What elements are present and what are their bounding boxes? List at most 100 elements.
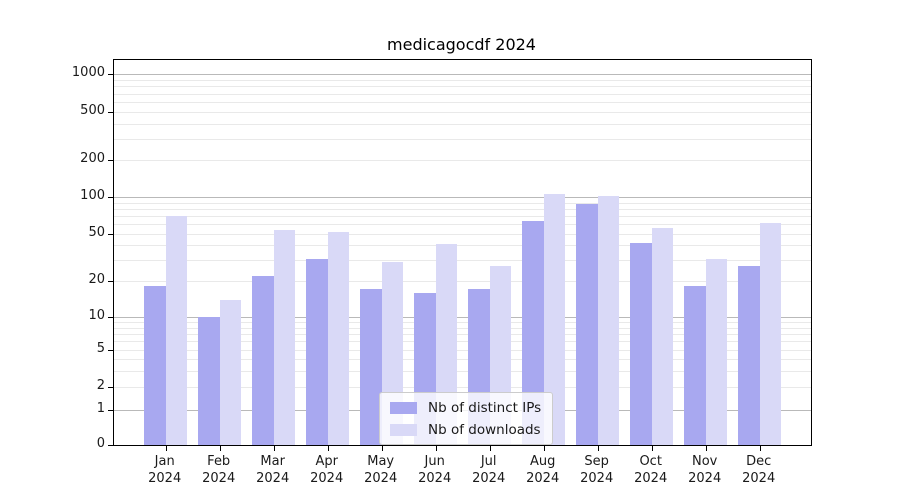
x-tick-may [381, 445, 383, 451]
gridline-1000 [114, 74, 811, 75]
y-tick-500 [108, 112, 114, 113]
x-tick-label-oct: Oct 2024 [634, 454, 668, 486]
x-tick-label-nov: Nov 2024 [688, 454, 722, 486]
x-tick-label-feb: Feb 2024 [202, 454, 236, 486]
bar-distinct-ips-feb [198, 317, 220, 445]
bar-distinct-ips-sep [576, 204, 598, 445]
y-tick-label-20: 20 [88, 272, 105, 287]
x-tick-label-dec: Dec 2024 [742, 454, 776, 486]
gridline-minor-500 [114, 112, 811, 113]
bar-distinct-ips-apr [306, 258, 328, 445]
gridline-minor-3 [114, 371, 811, 372]
y-tick-label-10: 10 [88, 308, 105, 323]
x-tick-label-apr: Apr 2024 [310, 454, 344, 486]
y-tick-1000 [108, 74, 114, 75]
y-tick-2 [108, 387, 114, 388]
bar-distinct-ips-mar [252, 276, 274, 445]
bar-downloads-dec [759, 223, 782, 445]
x-tick-nov [705, 445, 707, 451]
gridline-minor-9 [114, 322, 811, 323]
legend-swatch-distinct-ips [390, 401, 417, 414]
bar-distinct-ips-dec [738, 265, 760, 445]
y-tick-label-50: 50 [88, 225, 105, 240]
legend-swatch-downloads [390, 423, 417, 436]
gridline-minor-8 [114, 328, 811, 329]
gridline-minor-300 [114, 139, 811, 140]
x-tick-label-may: May 2024 [364, 454, 398, 486]
y-tick-5 [108, 350, 114, 351]
bar-downloads-feb [219, 299, 242, 445]
x-tick-label-jun: Jun 2024 [418, 454, 452, 486]
bar-downloads-nov [705, 258, 728, 445]
gridline-minor-4 [114, 359, 811, 360]
x-tick-label-mar: Mar 2024 [256, 454, 290, 486]
x-tick-jun [435, 445, 437, 451]
plot-area: Nb of distinct IPs Nb of downloads [108, 59, 812, 451]
gridline-minor-60 [114, 224, 811, 225]
x-tick-label-jan: Jan 2024 [148, 454, 182, 486]
gridline-minor-6 [114, 341, 811, 342]
x-tick-jan [165, 445, 167, 451]
gridline-minor-90 [114, 203, 811, 204]
gridline-minor-800 [114, 86, 811, 87]
y-tick-label-1: 1 [96, 401, 105, 416]
bar-distinct-ips-aug [522, 220, 544, 445]
y-tick-label-0: 0 [96, 436, 105, 451]
gridline-10 [114, 317, 811, 318]
bar-downloads-oct [651, 227, 674, 445]
legend-label-distinct-ips: Nb of distinct IPs [428, 399, 542, 416]
y-tick-label-500: 500 [80, 103, 105, 118]
y-tick-10 [108, 317, 114, 318]
x-tick-mar [273, 445, 275, 451]
y-tick-20 [108, 281, 114, 282]
legend: Nb of distinct IPs Nb of downloads [379, 392, 554, 445]
bar-downloads-mar [273, 229, 296, 445]
bar-distinct-ips-nov [684, 286, 706, 445]
y-tick-200 [108, 160, 114, 161]
bar-distinct-ips-may [360, 289, 382, 445]
chart-title: medicagocdf 2024 [387, 35, 536, 54]
bar-downloads-apr [327, 231, 350, 445]
x-tick-dec [759, 445, 761, 451]
y-tick-100 [108, 197, 114, 198]
gridline-minor-70 [114, 216, 811, 217]
y-tick-label-1000: 1000 [71, 65, 105, 80]
gridline-minor-30 [114, 260, 811, 261]
legend-label-downloads: Nb of downloads [428, 421, 541, 438]
y-tick-50 [108, 234, 114, 235]
legend-item-downloads: Nb of downloads [390, 421, 541, 438]
gridline-minor-20 [114, 281, 811, 282]
x-tick-oct [651, 445, 653, 451]
bar-distinct-ips-oct [630, 242, 652, 445]
x-tick-label-sep: Sep 2024 [580, 454, 614, 486]
gridline-minor-600 [114, 102, 811, 103]
bar-downloads-sep [597, 195, 620, 445]
gridline-minor-200 [114, 160, 811, 161]
gridline-minor-7 [114, 334, 811, 335]
bar-downloads-jan [165, 216, 188, 445]
gridline-minor-50 [114, 234, 811, 235]
y-tick-label-2: 2 [96, 378, 105, 393]
gridline-100 [114, 197, 811, 198]
x-tick-feb [219, 445, 221, 451]
x-tick-jul [489, 445, 491, 451]
y-tick-0 [108, 445, 114, 446]
gridline-minor-2 [114, 387, 811, 388]
gridline-minor-700 [114, 94, 811, 95]
bar-distinct-ips-jan [144, 286, 166, 445]
legend-item-distinct-ips: Nb of distinct IPs [390, 399, 541, 416]
bar-downloads-aug [543, 193, 566, 445]
gridline-minor-80 [114, 209, 811, 210]
gridline-minor-900 [114, 80, 811, 81]
x-tick-aug [543, 445, 545, 451]
gridline-minor-40 [114, 245, 811, 246]
y-tick-label-100: 100 [80, 188, 105, 203]
x-tick-apr [327, 445, 329, 451]
x-tick-label-jul: Jul 2024 [472, 454, 506, 486]
y-tick-label-200: 200 [80, 151, 105, 166]
x-tick-sep [597, 445, 599, 451]
gridline-minor-5 [114, 350, 811, 351]
x-tick-label-aug: Aug 2024 [526, 454, 560, 486]
y-tick-label-5: 5 [96, 341, 105, 356]
